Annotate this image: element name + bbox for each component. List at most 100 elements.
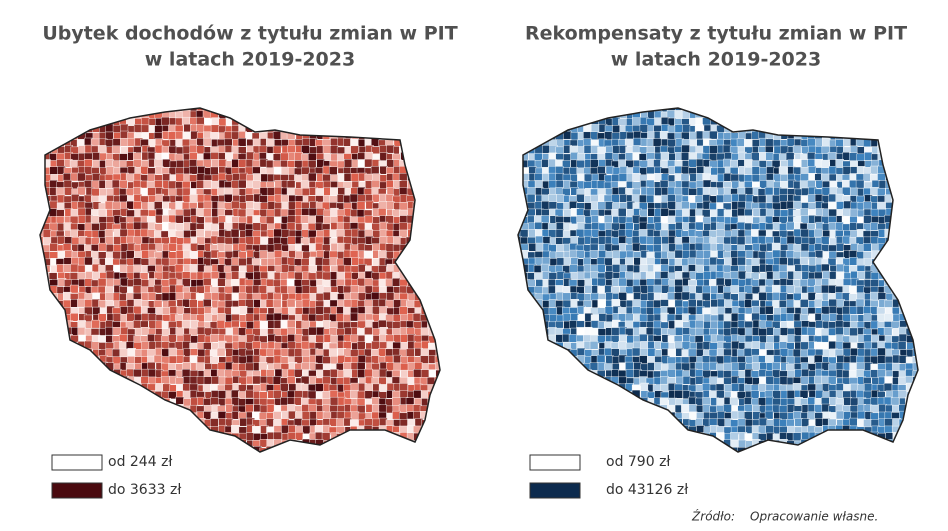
region	[863, 124, 872, 133]
region	[751, 166, 761, 175]
region	[69, 284, 79, 294]
region	[518, 159, 523, 169]
region	[40, 145, 45, 155]
region	[435, 278, 440, 287]
region	[563, 209, 572, 218]
region	[63, 355, 73, 364]
region	[40, 186, 45, 196]
region	[294, 348, 303, 357]
region	[920, 293, 928, 301]
region	[49, 447, 58, 452]
region	[632, 242, 641, 252]
region	[336, 439, 346, 448]
region	[589, 250, 599, 259]
region	[441, 285, 449, 293]
region	[829, 108, 838, 114]
region	[308, 404, 317, 413]
region	[800, 117, 810, 126]
region	[843, 118, 852, 127]
region	[434, 221, 440, 231]
region	[260, 111, 269, 121]
region	[42, 229, 52, 238]
region	[224, 108, 233, 113]
region	[835, 222, 844, 231]
region	[556, 194, 565, 203]
region	[274, 118, 283, 127]
region	[548, 285, 557, 295]
region	[310, 453, 318, 461]
region	[434, 384, 440, 394]
region	[196, 116, 205, 126]
region	[40, 118, 44, 127]
region	[898, 166, 907, 175]
region	[897, 131, 907, 141]
region	[71, 117, 80, 126]
region	[56, 307, 65, 317]
region	[168, 347, 177, 357]
region	[372, 447, 382, 452]
region	[877, 201, 886, 211]
region	[71, 108, 80, 112]
region	[226, 454, 234, 462]
region	[99, 188, 108, 197]
region	[238, 447, 247, 452]
region	[435, 398, 440, 408]
region	[878, 124, 887, 134]
region	[786, 125, 795, 134]
region	[40, 215, 45, 224]
region	[364, 368, 373, 378]
region	[442, 369, 450, 377]
region	[98, 411, 108, 420]
region	[836, 201, 845, 210]
region	[869, 117, 879, 126]
region	[273, 431, 282, 441]
region	[518, 108, 523, 113]
region	[112, 405, 121, 414]
region	[556, 244, 565, 253]
region	[904, 117, 914, 126]
region	[119, 264, 128, 274]
region	[197, 426, 206, 435]
region	[168, 433, 177, 443]
region	[147, 397, 157, 407]
region	[521, 138, 530, 148]
region	[49, 110, 59, 120]
region	[111, 348, 121, 358]
region	[104, 229, 114, 238]
region	[210, 166, 219, 176]
region	[421, 137, 430, 147]
region	[428, 108, 437, 114]
region	[378, 265, 387, 274]
region	[912, 292, 918, 302]
region	[427, 286, 436, 295]
region	[548, 117, 558, 126]
region	[78, 110, 87, 120]
region	[913, 258, 918, 267]
region	[820, 159, 830, 169]
region	[435, 412, 440, 421]
region	[919, 125, 927, 133]
region	[906, 271, 915, 281]
region	[42, 377, 52, 387]
region	[238, 257, 247, 267]
region	[442, 412, 450, 420]
region	[231, 439, 241, 448]
region	[518, 271, 523, 281]
region	[891, 257, 900, 267]
region	[605, 108, 614, 113]
region	[182, 187, 192, 197]
region	[828, 110, 838, 119]
region	[596, 257, 606, 266]
region	[211, 433, 220, 442]
region	[42, 405, 52, 414]
region	[344, 117, 353, 127]
region	[407, 139, 417, 148]
region	[133, 221, 142, 231]
region	[850, 108, 859, 112]
region	[862, 201, 872, 210]
region	[147, 292, 157, 301]
region	[245, 313, 255, 322]
region	[40, 139, 45, 148]
region	[518, 313, 522, 323]
region	[78, 362, 87, 371]
